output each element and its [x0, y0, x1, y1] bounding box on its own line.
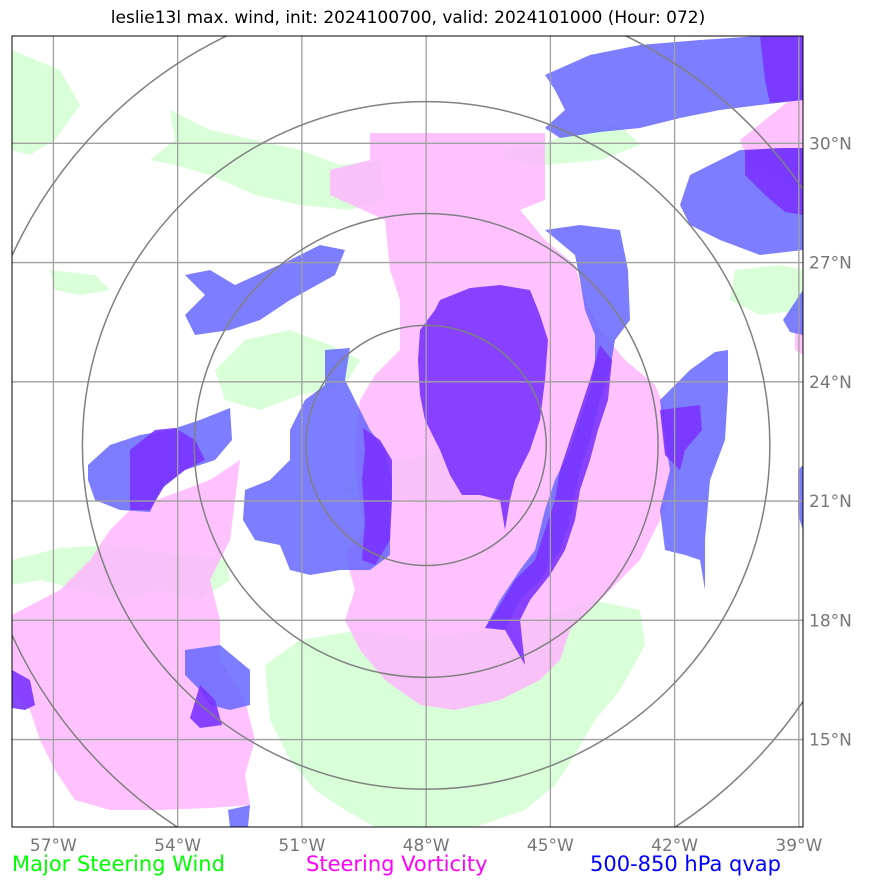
wind-area	[215, 330, 360, 410]
lat-tick-label: 27°N	[809, 254, 852, 274]
lat-tick-label: 21°N	[809, 492, 852, 512]
wind-area	[50, 270, 110, 295]
legend-qvap: 500-850 hPa qvap	[590, 852, 781, 876]
qvap-area	[485, 225, 630, 630]
qvap-area	[243, 348, 392, 575]
lat-tick-label: 18°N	[809, 611, 852, 631]
lat-tick-label: 15°N	[809, 731, 852, 751]
qvap-area	[783, 290, 803, 335]
map-title: leslie13l max. wind, init: 2024100700, v…	[110, 8, 706, 28]
lat-tick-label: 30°N	[809, 134, 852, 154]
map-frame	[11, 35, 804, 828]
longitude-labels: 57°W 54°W 51°W 48°W 45°W 42°W 39°W	[30, 836, 823, 856]
qvap-core	[760, 36, 803, 103]
qvap-core	[418, 285, 548, 530]
qvap-strong-layer	[12, 36, 803, 728]
qvap-area	[185, 645, 250, 710]
qvap-core	[660, 405, 702, 470]
qvap-core	[745, 148, 803, 215]
lon-tick-label: 39°W	[775, 836, 822, 856]
wind-area	[150, 110, 385, 210]
qvap-area	[228, 805, 250, 827]
qvap-core	[362, 428, 392, 565]
range-ring	[305, 324, 547, 567]
lon-tick-label: 51°W	[278, 836, 325, 856]
range-ring	[81, 100, 771, 790]
wind-area	[12, 50, 80, 155]
lon-tick-label: 42°W	[651, 836, 698, 856]
qvap-core	[12, 670, 35, 710]
lon-tick-label: 57°W	[30, 836, 77, 856]
qvap-area	[185, 245, 345, 335]
lon-tick-label: 45°W	[527, 836, 574, 856]
wind-area	[730, 265, 803, 315]
qvap-area	[660, 350, 728, 590]
legend-steering-wind: Major Steering Wind	[12, 852, 225, 876]
qvap-core	[130, 428, 205, 510]
qvap-core	[190, 685, 222, 728]
lat-tick-label: 24°N	[809, 373, 852, 393]
lon-tick-label: 54°W	[154, 836, 201, 856]
range-ring	[193, 212, 659, 679]
latitude-labels: 30°N 27°N 24°N 21°N 18°N 15°N	[809, 134, 852, 750]
vorticity-area	[12, 460, 255, 810]
qvap-core	[485, 345, 612, 665]
graticule	[12, 36, 803, 827]
lon-tick-label: 48°W	[403, 836, 450, 856]
legend-steering-vorticity: Steering Vorticity	[306, 852, 488, 876]
